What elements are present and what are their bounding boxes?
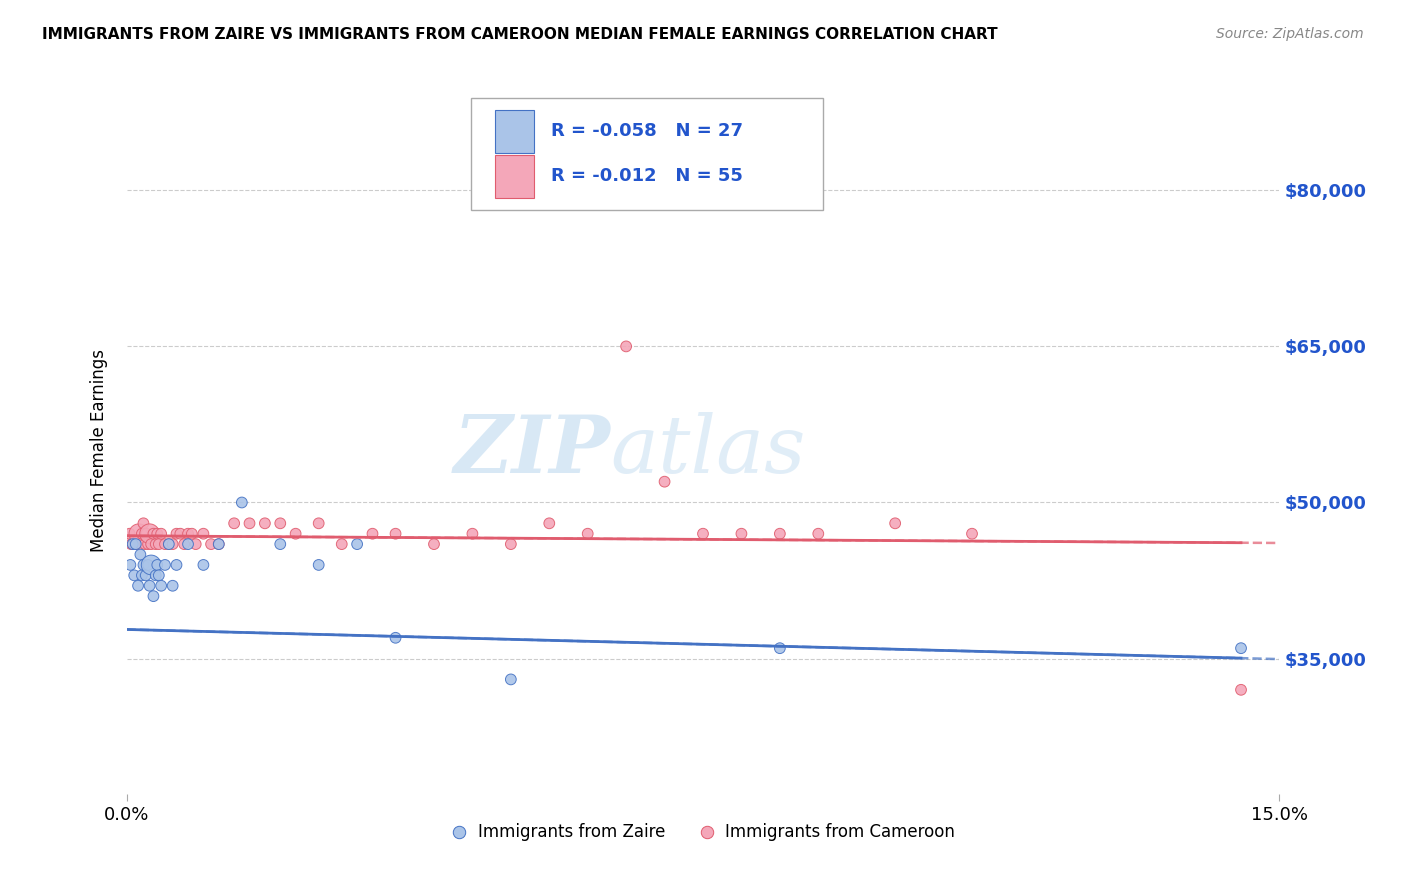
Point bbox=[136, 558, 159, 572]
Point bbox=[125, 537, 148, 551]
Point bbox=[150, 579, 173, 593]
Point bbox=[884, 516, 907, 531]
Point bbox=[769, 526, 792, 541]
Point bbox=[180, 526, 202, 541]
Point bbox=[224, 516, 246, 531]
Legend: Immigrants from Zaire, Immigrants from Cameroon: Immigrants from Zaire, Immigrants from C… bbox=[444, 816, 962, 847]
Point bbox=[284, 526, 307, 541]
Point bbox=[135, 526, 157, 541]
Point bbox=[162, 537, 184, 551]
Point bbox=[231, 495, 253, 509]
Point bbox=[538, 516, 561, 531]
Point bbox=[132, 558, 155, 572]
Point bbox=[145, 537, 167, 551]
Point bbox=[330, 537, 353, 551]
Point bbox=[346, 537, 368, 551]
Point bbox=[127, 537, 149, 551]
Point bbox=[173, 537, 195, 551]
Point bbox=[423, 537, 446, 551]
Point bbox=[125, 537, 148, 551]
Point bbox=[132, 516, 155, 531]
Point bbox=[769, 641, 792, 656]
Point bbox=[308, 558, 330, 572]
Point bbox=[122, 537, 145, 551]
Point bbox=[807, 526, 830, 541]
Point bbox=[692, 526, 714, 541]
Text: ZIP: ZIP bbox=[454, 412, 610, 489]
Point bbox=[157, 537, 180, 551]
Point bbox=[131, 568, 153, 582]
Point bbox=[166, 558, 188, 572]
Point bbox=[120, 558, 142, 572]
Point bbox=[127, 579, 149, 593]
Point bbox=[177, 537, 200, 551]
Point bbox=[193, 526, 215, 541]
Point bbox=[139, 537, 162, 551]
Text: IMMIGRANTS FROM ZAIRE VS IMMIGRANTS FROM CAMEROON MEDIAN FEMALE EARNINGS CORRELA: IMMIGRANTS FROM ZAIRE VS IMMIGRANTS FROM… bbox=[42, 27, 998, 42]
Point bbox=[193, 558, 215, 572]
Point bbox=[308, 516, 330, 531]
Text: Source: ZipAtlas.com: Source: ZipAtlas.com bbox=[1216, 27, 1364, 41]
Point bbox=[269, 516, 291, 531]
Point bbox=[148, 568, 170, 582]
Point bbox=[134, 537, 156, 551]
Point bbox=[157, 537, 180, 551]
Point bbox=[121, 537, 143, 551]
Point bbox=[150, 526, 173, 541]
Point bbox=[499, 673, 522, 687]
Point bbox=[129, 548, 152, 562]
Point bbox=[499, 537, 522, 551]
Point bbox=[177, 526, 200, 541]
Text: atlas: atlas bbox=[610, 412, 806, 489]
Point bbox=[146, 526, 169, 541]
Point bbox=[730, 526, 752, 541]
Point bbox=[138, 579, 160, 593]
Point bbox=[166, 526, 188, 541]
Point bbox=[145, 568, 167, 582]
Point bbox=[576, 526, 599, 541]
Point bbox=[128, 526, 150, 541]
Point bbox=[384, 526, 406, 541]
Point bbox=[122, 568, 145, 582]
Point bbox=[120, 537, 142, 551]
Point bbox=[139, 558, 162, 572]
Point bbox=[200, 537, 222, 551]
Point bbox=[148, 537, 170, 551]
Point bbox=[142, 589, 165, 603]
Point bbox=[129, 537, 152, 551]
Point bbox=[253, 516, 276, 531]
Point bbox=[1230, 641, 1253, 656]
Point bbox=[131, 526, 153, 541]
Point bbox=[654, 475, 676, 489]
Point bbox=[162, 579, 184, 593]
Point bbox=[184, 537, 207, 551]
Point bbox=[153, 558, 176, 572]
Point bbox=[461, 526, 484, 541]
Y-axis label: Median Female Earnings: Median Female Earnings bbox=[90, 349, 108, 552]
Point bbox=[238, 516, 260, 531]
Point bbox=[153, 537, 176, 551]
Point bbox=[169, 526, 191, 541]
Point bbox=[361, 526, 384, 541]
Point bbox=[1230, 682, 1253, 697]
Point bbox=[121, 537, 143, 551]
Point bbox=[138, 526, 160, 541]
Point bbox=[269, 537, 291, 551]
Text: R = -0.012   N = 55: R = -0.012 N = 55 bbox=[551, 168, 742, 186]
Point bbox=[136, 537, 159, 551]
Point bbox=[135, 568, 157, 582]
Point bbox=[384, 631, 406, 645]
Point bbox=[614, 339, 637, 353]
Point bbox=[960, 526, 983, 541]
Text: R = -0.058   N = 27: R = -0.058 N = 27 bbox=[551, 122, 744, 140]
Point bbox=[118, 526, 141, 541]
Point bbox=[142, 526, 165, 541]
Point bbox=[146, 558, 169, 572]
Point bbox=[208, 537, 231, 551]
Point bbox=[208, 537, 231, 551]
